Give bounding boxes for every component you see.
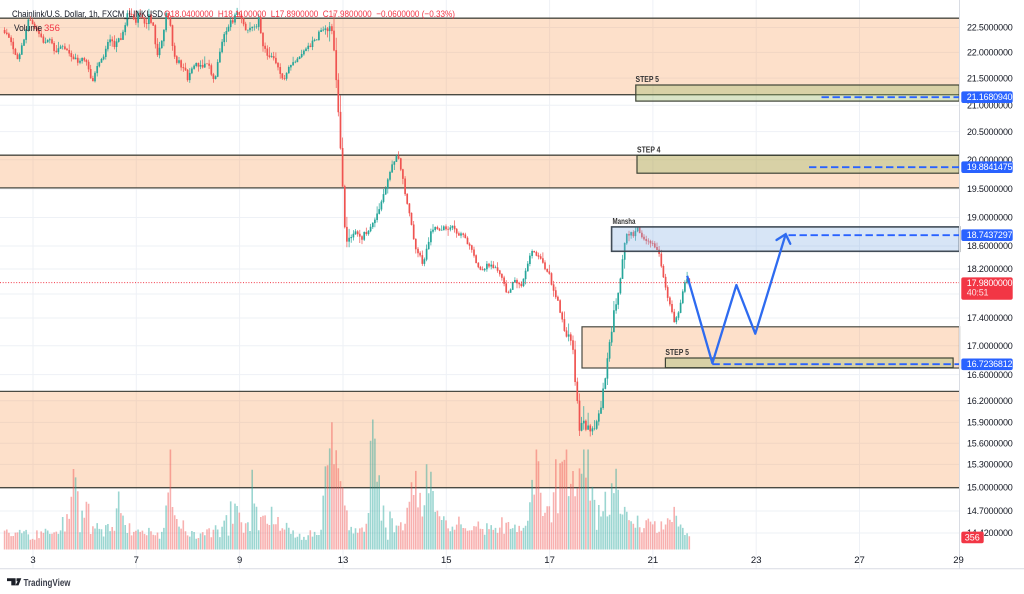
svg-text:21.5000000: 21.5000000 <box>967 73 1013 83</box>
svg-text:27: 27 <box>854 555 865 566</box>
svg-text:19.8841475: 19.8841475 <box>967 162 1013 172</box>
svg-text:O18.0400000 H18.1100000 L17.: O18.0400000 H18.1100000 L17.8900000 C17.… <box>164 9 455 20</box>
svg-text:15.0000000: 15.0000000 <box>967 482 1013 492</box>
svg-text:15.6000000: 15.6000000 <box>967 438 1013 448</box>
svg-text:17.0000000: 17.0000000 <box>967 341 1013 351</box>
svg-text:15.9000000: 15.9000000 <box>967 418 1013 428</box>
svg-text:TradingView: TradingView <box>24 578 71 589</box>
svg-text:21.1680940: 21.1680940 <box>967 92 1013 102</box>
svg-text:40:51: 40:51 <box>967 288 989 298</box>
svg-text:Chainlink/U.S. Dollar, 1h, FXC: Chainlink/U.S. Dollar, 1h, FXCM_LINKUSD <box>12 9 163 20</box>
svg-text:17.4000000: 17.4000000 <box>967 313 1013 323</box>
svg-text:16.7236812: 16.7236812 <box>967 359 1013 369</box>
svg-text:18.7437297: 18.7437297 <box>967 230 1013 240</box>
svg-text:16.6000000: 16.6000000 <box>967 370 1013 380</box>
svg-text:13: 13 <box>338 555 349 566</box>
svg-text:Mansha: Mansha <box>613 217 636 226</box>
svg-text:18.6000000: 18.6000000 <box>967 241 1013 251</box>
svg-text:14.4200000: 14.4200000 <box>967 528 1013 538</box>
svg-text:17: 17 <box>544 555 555 566</box>
svg-text:23: 23 <box>751 555 762 566</box>
svg-text:STEP 5: STEP 5 <box>636 75 660 84</box>
svg-text:20.0000000: 20.0000000 <box>967 155 1013 165</box>
svg-text:21.0000000: 21.0000000 <box>967 101 1013 111</box>
svg-text:19.0000000: 19.0000000 <box>967 213 1013 223</box>
svg-text:21: 21 <box>648 555 659 566</box>
svg-text:20.5000000: 20.5000000 <box>967 127 1013 137</box>
svg-text:15: 15 <box>441 555 452 566</box>
svg-text:17.9800000: 17.9800000 <box>967 278 1013 288</box>
svg-text:STEP 4: STEP 4 <box>637 146 661 155</box>
svg-text:19.5000000: 19.5000000 <box>967 184 1013 194</box>
svg-text:3: 3 <box>30 555 35 566</box>
svg-text:18.2000000: 18.2000000 <box>967 264 1013 274</box>
svg-text:14.7000000: 14.7000000 <box>967 506 1013 516</box>
svg-text:Volume: Volume <box>14 23 42 34</box>
svg-text:9: 9 <box>237 555 242 566</box>
svg-text:STEP 5: STEP 5 <box>665 348 689 357</box>
svg-text:356: 356 <box>44 23 60 34</box>
svg-text:356: 356 <box>965 533 980 543</box>
svg-text:7: 7 <box>134 555 139 566</box>
svg-text:22.0000000: 22.0000000 <box>967 48 1013 58</box>
svg-text:15.3000000: 15.3000000 <box>967 460 1013 470</box>
svg-text:29: 29 <box>953 555 964 566</box>
svg-text:16.2000000: 16.2000000 <box>967 396 1013 406</box>
svg-text:22.5000000: 22.5000000 <box>967 23 1013 33</box>
